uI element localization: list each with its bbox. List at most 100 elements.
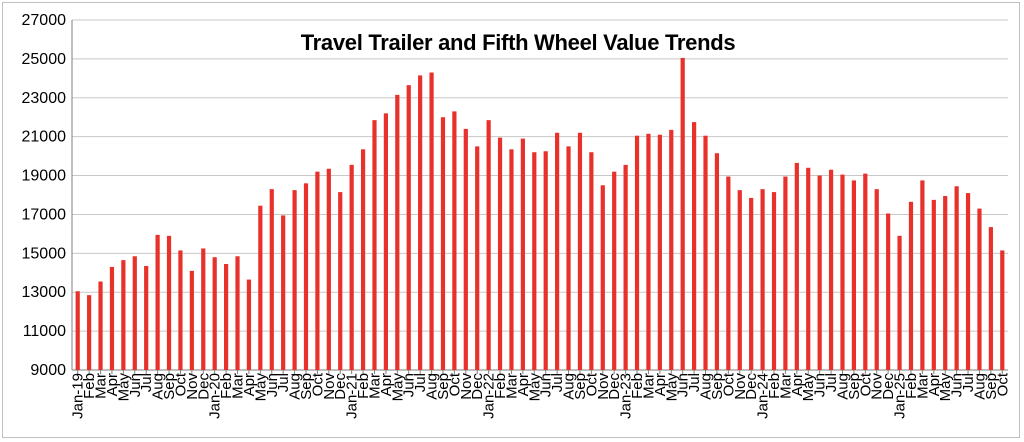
x-tick-label: Jan-19 [70,373,87,419]
x-tick-label: Nov [184,373,201,400]
bar [315,171,320,370]
x-tick-label: Dec [743,373,760,400]
bar [281,215,286,370]
x-tick-label: Jun [949,373,966,397]
x-tick-label: Feb [81,373,98,399]
x-tick-label: Mar [777,373,794,399]
bar [303,183,309,370]
x-tick-label: Oct [857,372,874,396]
x-tick-label: Mar [914,373,931,399]
y-tick-label: 15000 [22,245,67,262]
bar [851,180,857,370]
x-tick-label: Oct [309,372,326,396]
bar [144,265,149,370]
bar [977,208,982,370]
x-tick-label: Jul [138,373,155,392]
bar [440,117,446,370]
bar [897,235,902,370]
bar [201,248,206,370]
y-tick-label: 23000 [22,90,67,107]
x-tick-label: Aug [150,373,167,400]
bar [771,192,777,370]
bar [269,189,274,370]
bar [954,186,959,370]
bar [121,260,126,370]
x-tick-label: Feb [492,373,509,399]
x-tick-label: Nov [869,373,886,400]
bar [166,235,172,370]
bar [75,291,80,370]
x-tick-label: Oct [720,372,737,396]
x-tick-label: Jun [264,373,281,397]
bar [532,152,537,370]
x-tick-label: May [252,373,269,402]
x-tick-label: Sep [846,373,863,400]
bar [988,227,993,370]
x-tick-label: Jan-20 [207,373,224,419]
bar [623,164,628,370]
bar [714,153,720,370]
x-tick-label: Mar [93,373,110,399]
x-tick-label: May [800,373,817,402]
y-tick-label: 25000 [22,51,67,68]
bar [646,133,651,370]
chart-title: Travel Trailer and Fifth Wheel Value Tre… [300,30,736,55]
x-tick-label: Jun [538,373,555,397]
x-tick-label: Jun [401,373,418,397]
x-tick-label: Jul [412,373,429,392]
x-tick-label: Aug [698,373,715,400]
bar [612,171,617,370]
bar [429,72,434,370]
bar [908,201,914,370]
bar [212,257,217,370]
bar [497,137,503,370]
bar [555,132,560,370]
x-tick-label: May [389,373,406,402]
bar [395,94,400,370]
x-tick-label: Oct [172,372,189,396]
bar [760,189,765,370]
x-tick-label: Apr [515,373,532,396]
bar [109,266,115,370]
bar [589,152,594,370]
bar [509,149,514,370]
bar [600,185,605,370]
x-tick-label: May [115,373,132,402]
x-tick-label: Jul [686,373,703,392]
x-tick-label: Oct [994,372,1011,396]
x-tick-label: Apr [652,373,669,396]
bar [886,213,891,370]
bar [737,190,742,370]
x-tick-label: Oct [583,372,600,396]
bar [749,197,754,370]
bar [178,250,183,370]
bar [691,122,697,370]
x-tick-label: May [663,373,680,402]
bar [828,169,834,370]
bar [223,264,229,370]
bar [577,132,583,370]
bar [155,234,160,370]
x-tick-label: May [526,373,543,402]
bar [383,113,389,370]
bar [794,162,799,370]
bar [726,176,731,370]
bar [132,256,137,370]
x-tick-label: Jun [127,373,144,397]
x-tick-label: Jul [823,373,840,392]
bar [1000,250,1005,370]
bar [246,279,252,370]
bar [475,146,480,370]
x-tick-label: Nov [732,373,749,400]
bar [703,135,708,370]
x-tick-label: Oct [446,372,463,396]
bar [338,192,343,370]
x-tick-label: Dec [332,373,349,400]
bar [817,175,822,370]
x-tick-label: Aug [424,373,441,400]
bar [657,134,662,370]
x-tick-label: Sep [161,373,178,400]
x-tick-label: Apr [104,373,121,396]
x-tick-label: Mar [230,373,247,399]
x-tick-label: Apr [789,373,806,396]
